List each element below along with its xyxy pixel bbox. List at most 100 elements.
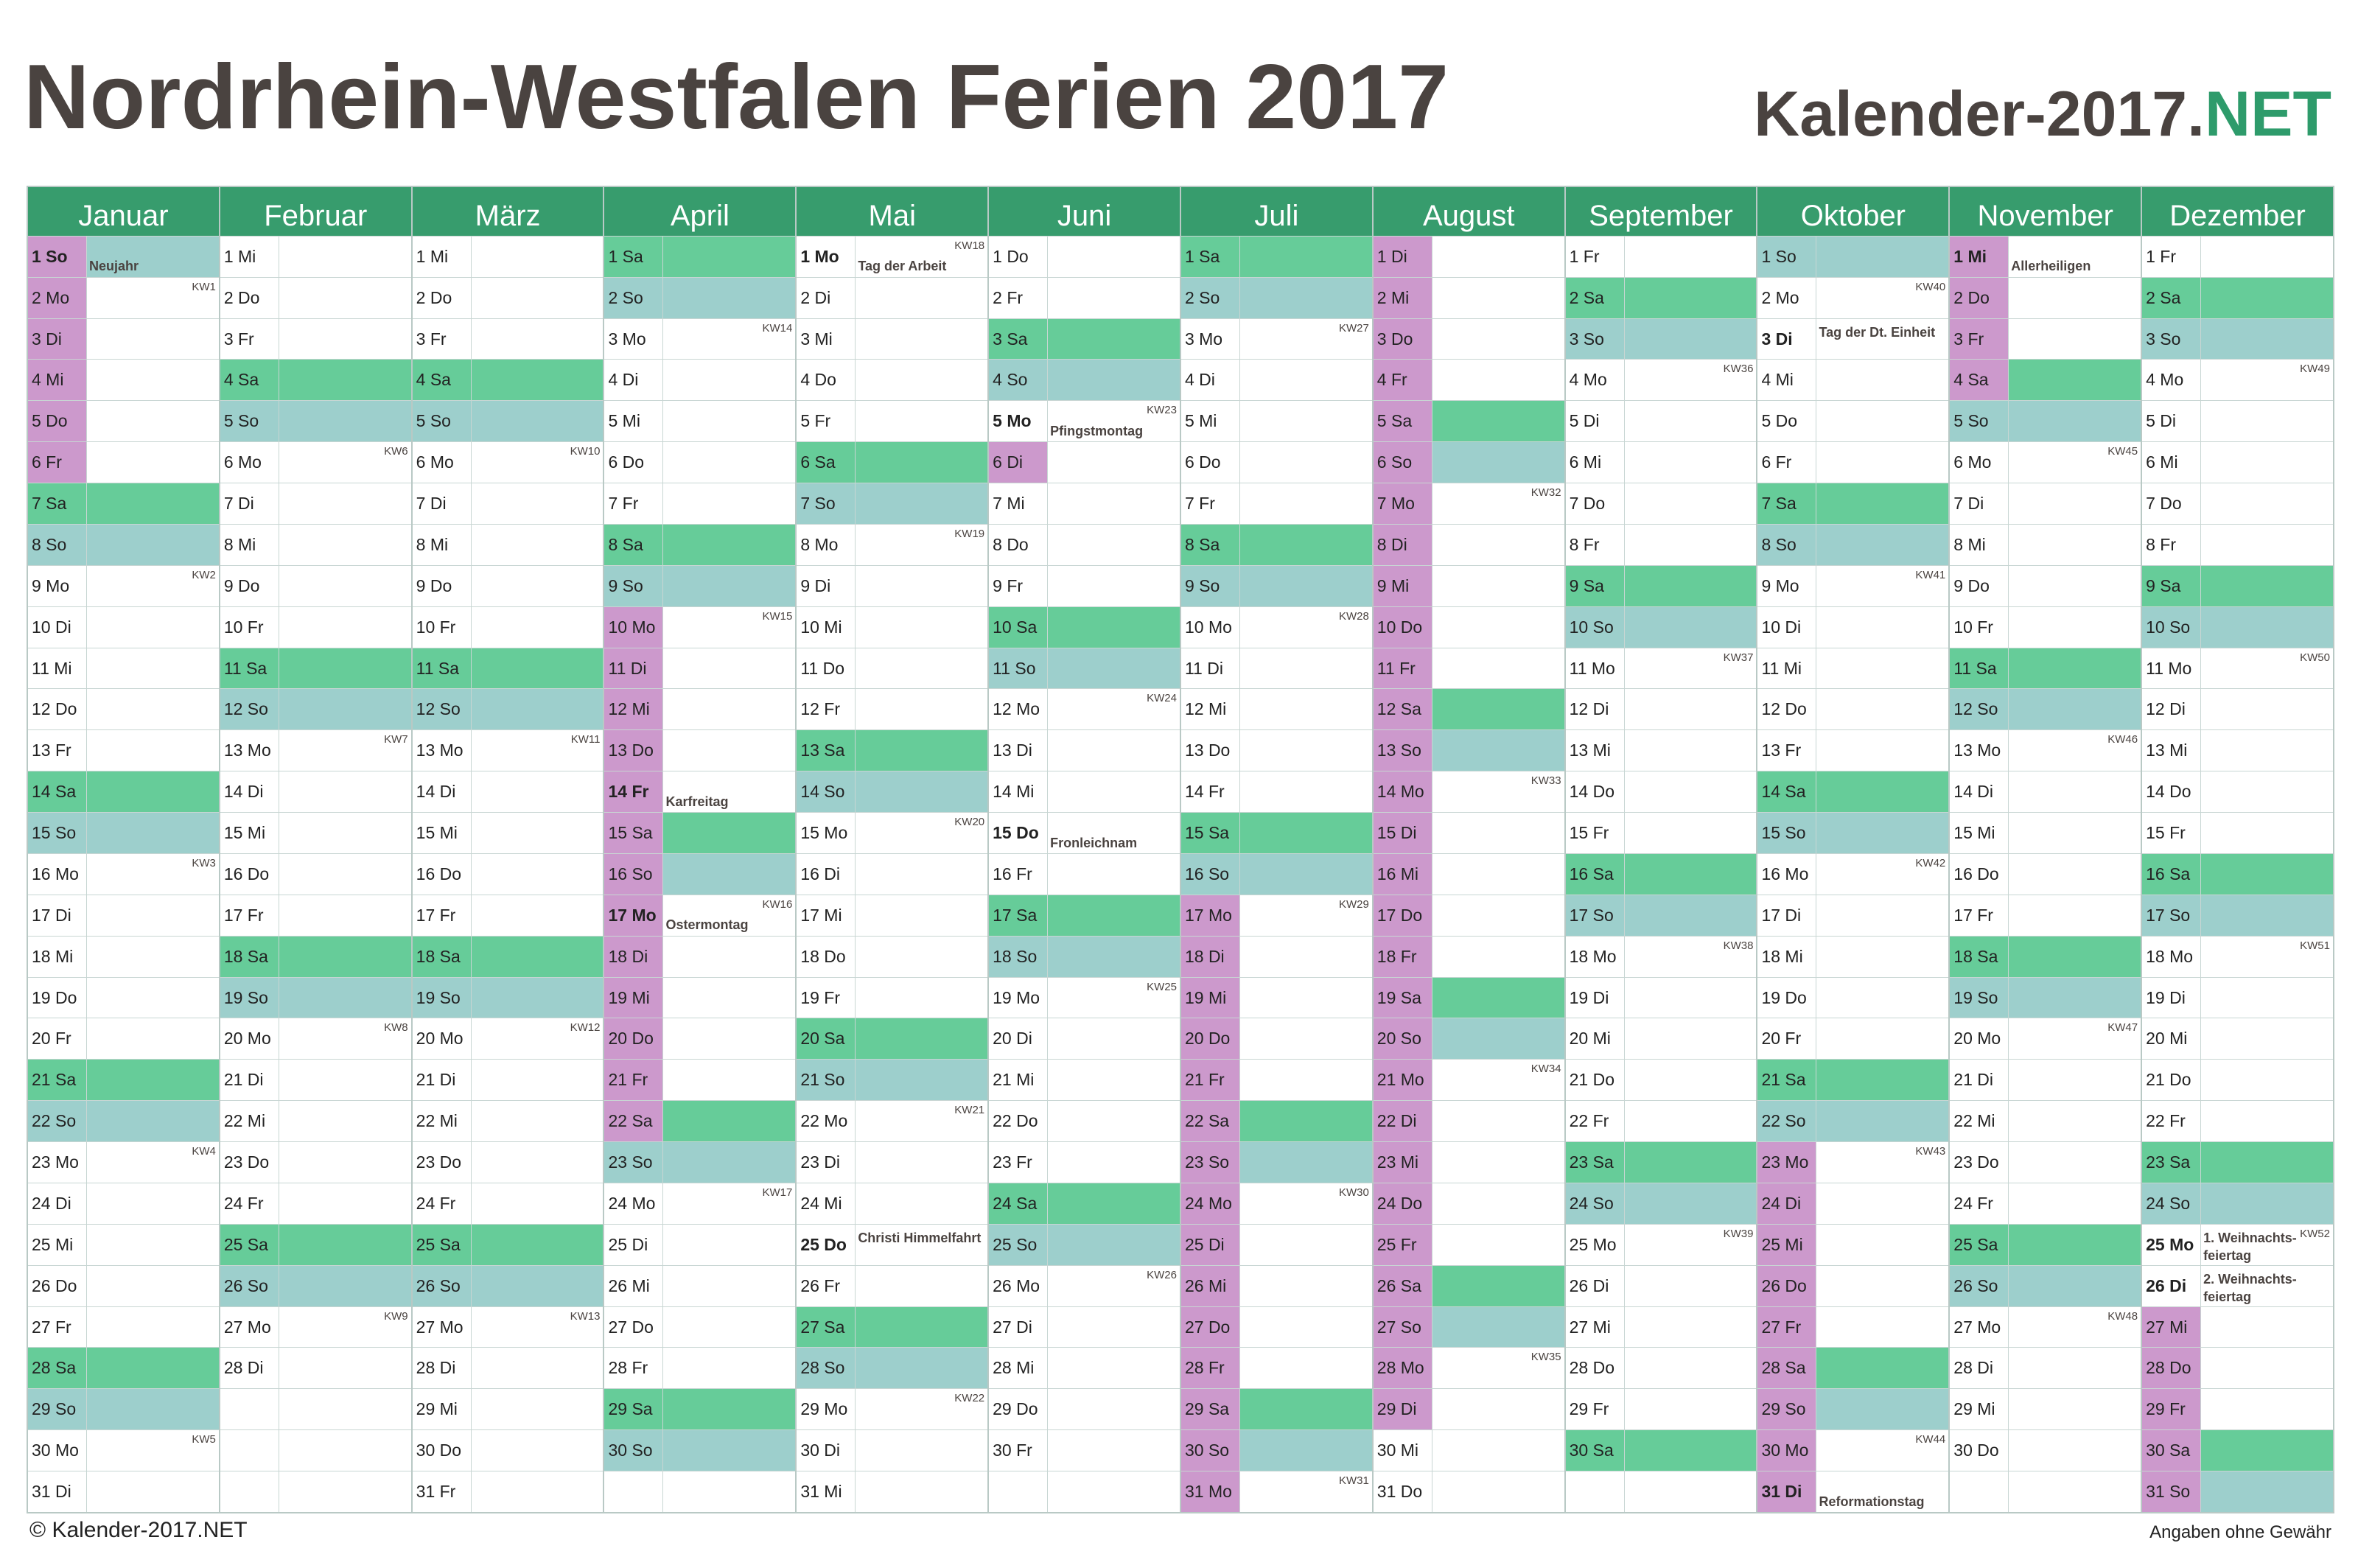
day-row[interactable]: 17 So bbox=[1565, 894, 1757, 936]
day-row[interactable]: 14 Fr Karfreitag bbox=[604, 771, 796, 813]
day-row[interactable]: 6 Di bbox=[989, 441, 1180, 483]
day-row[interactable]: 21 Do bbox=[1565, 1059, 1757, 1101]
day-row[interactable]: 19 So bbox=[220, 976, 411, 1018]
day-row[interactable]: 26 Mi bbox=[1180, 1264, 1372, 1306]
day-row[interactable]: 7 Sa bbox=[28, 483, 219, 524]
day-row[interactable]: 24 Di bbox=[28, 1182, 219, 1224]
day-row[interactable]: 30 Do bbox=[412, 1429, 604, 1471]
day-row[interactable]: 4 Sa bbox=[412, 359, 604, 401]
day-row[interactable]: 5 So bbox=[1950, 400, 2141, 442]
day-row[interactable]: 4 So bbox=[989, 359, 1180, 401]
day-row[interactable]: 24 Mi bbox=[797, 1182, 988, 1224]
day-row[interactable]: 6 Fr bbox=[1757, 441, 1949, 483]
day-row[interactable]: 11 Mo KW37 bbox=[1565, 647, 1757, 689]
day-row[interactable]: 3 Mo KW27 bbox=[1180, 318, 1372, 360]
day-row[interactable]: 30 So bbox=[604, 1429, 796, 1471]
day-row[interactable]: 15 Fr bbox=[2142, 812, 2333, 853]
day-row[interactable]: 23 Do bbox=[412, 1141, 604, 1183]
day-row[interactable]: 19 Mi bbox=[1180, 976, 1372, 1018]
day-row[interactable]: 25 Sa bbox=[412, 1223, 604, 1265]
day-row[interactable]: 20 Mi bbox=[1565, 1018, 1757, 1060]
day-row[interactable]: 17 Mo KW29 bbox=[1180, 894, 1372, 936]
day-row[interactable]: 27 Mo KW48 bbox=[1950, 1306, 2141, 1348]
day-row[interactable]: 29 Di bbox=[1373, 1388, 1564, 1430]
day-row[interactable]: 27 Fr bbox=[1757, 1306, 1949, 1348]
day-row[interactable]: 22 Fr bbox=[2142, 1100, 2333, 1142]
day-row[interactable]: 2 So bbox=[1180, 276, 1372, 318]
day-row[interactable]: 8 Sa bbox=[1180, 523, 1372, 565]
day-row[interactable]: 12 Do bbox=[1757, 688, 1949, 730]
day-row[interactable]: 15 Mi bbox=[1950, 812, 2141, 853]
day-row[interactable]: 6 Mi bbox=[2142, 441, 2333, 483]
day-row[interactable]: 10 Mo KW15 bbox=[604, 606, 796, 648]
day-row[interactable]: 28 Do bbox=[1565, 1347, 1757, 1389]
day-row[interactable]: 24 So bbox=[1565, 1182, 1757, 1224]
day-row[interactable]: 9 So bbox=[1180, 564, 1372, 606]
day-row[interactable]: 22 Mi bbox=[220, 1100, 411, 1142]
day-row[interactable]: 23 Mi bbox=[1373, 1141, 1564, 1183]
day-row[interactable]: 27 Mi bbox=[1565, 1306, 1757, 1348]
day-row[interactable]: 8 Fr bbox=[2142, 523, 2333, 565]
day-row[interactable]: 19 Mo KW25 bbox=[989, 976, 1180, 1018]
day-row[interactable]: 23 Di bbox=[797, 1141, 988, 1183]
day-row[interactable]: 5 Mo KW23 Pfingstmontag bbox=[989, 400, 1180, 442]
day-row[interactable]: 22 Do bbox=[989, 1100, 1180, 1142]
day-row[interactable]: 15 So bbox=[1757, 812, 1949, 853]
day-row[interactable]: 2 Fr bbox=[989, 276, 1180, 318]
day-row[interactable]: 19 So bbox=[1950, 976, 2141, 1018]
day-row[interactable]: 1 So Neujahr bbox=[28, 235, 219, 277]
day-row[interactable]: 17 Sa bbox=[989, 894, 1180, 936]
day-row[interactable]: 21 Di bbox=[412, 1059, 604, 1101]
day-row[interactable]: 6 Mo KW6 bbox=[220, 441, 411, 483]
day-row[interactable]: 9 Do bbox=[1950, 564, 2141, 606]
day-row[interactable]: 8 So bbox=[28, 523, 219, 565]
day-row[interactable]: 28 So bbox=[797, 1347, 988, 1389]
day-row[interactable]: 6 Sa bbox=[797, 441, 988, 483]
day-row[interactable]: 25 Do Christi Himmelfahrt bbox=[797, 1223, 988, 1265]
day-row[interactable]: 9 Do bbox=[412, 564, 604, 606]
day-row[interactable]: 14 Sa bbox=[28, 771, 219, 813]
day-row[interactable]: 11 Mi bbox=[1757, 647, 1949, 689]
day-row[interactable]: 1 Do bbox=[989, 235, 1180, 277]
day-row[interactable]: 2 Mo KW40 bbox=[1757, 276, 1949, 318]
day-row[interactable]: 8 Sa bbox=[604, 523, 796, 565]
day-row[interactable]: 8 Mi bbox=[412, 523, 604, 565]
day-row[interactable]: 13 Sa bbox=[797, 729, 988, 771]
day-row[interactable]: 30 Sa bbox=[2142, 1429, 2333, 1471]
day-row[interactable]: 31 Mo KW31 bbox=[1180, 1471, 1372, 1512]
day-row[interactable]: 13 Fr bbox=[1757, 729, 1949, 771]
day-row[interactable]: 18 Do bbox=[797, 935, 988, 977]
day-row[interactable]: 27 Mi bbox=[2142, 1306, 2333, 1348]
day-row[interactable]: 29 So bbox=[1757, 1388, 1949, 1430]
day-row[interactable]: 21 Fr bbox=[604, 1059, 796, 1101]
day-row[interactable]: 26 Sa bbox=[1373, 1264, 1564, 1306]
day-row[interactable]: 12 Di bbox=[1565, 688, 1757, 730]
day-row[interactable]: 13 Mi bbox=[2142, 729, 2333, 771]
day-row[interactable]: 19 Mi bbox=[604, 976, 796, 1018]
day-row[interactable]: 4 Do bbox=[797, 359, 988, 401]
day-row[interactable]: 15 Sa bbox=[1180, 812, 1372, 853]
day-row[interactable]: 20 Fr bbox=[1757, 1018, 1949, 1060]
day-row[interactable]: 8 Mo KW19 bbox=[797, 523, 988, 565]
day-row[interactable]: 23 Sa bbox=[1565, 1141, 1757, 1183]
day-row[interactable]: 10 Sa bbox=[989, 606, 1180, 648]
day-row[interactable]: 7 Di bbox=[1950, 483, 2141, 524]
day-row[interactable]: 28 Do bbox=[2142, 1347, 2333, 1389]
day-row[interactable]: 2 Do bbox=[220, 276, 411, 318]
day-row[interactable]: 10 Fr bbox=[1950, 606, 2141, 648]
day-row[interactable]: 23 So bbox=[1180, 1141, 1372, 1183]
day-row[interactable]: 21 Sa bbox=[1757, 1059, 1949, 1101]
day-row[interactable]: 12 Mi bbox=[1180, 688, 1372, 730]
day-row[interactable]: 6 Do bbox=[604, 441, 796, 483]
day-row[interactable]: 5 So bbox=[412, 400, 604, 442]
day-row[interactable]: 19 Fr bbox=[797, 976, 988, 1018]
day-row[interactable]: 6 Mo KW45 bbox=[1950, 441, 2141, 483]
day-row[interactable]: 12 So bbox=[412, 688, 604, 730]
day-row[interactable]: 19 Do bbox=[1757, 976, 1949, 1018]
day-row[interactable]: 20 Mo KW47 bbox=[1950, 1018, 2141, 1060]
day-row[interactable]: 30 Mo KW44 bbox=[1757, 1429, 1949, 1471]
day-row[interactable]: 25 Di bbox=[604, 1223, 796, 1265]
day-row[interactable]: 18 Mo KW51 bbox=[2142, 935, 2333, 977]
day-row[interactable]: 11 Do bbox=[797, 647, 988, 689]
day-row[interactable]: 21 Di bbox=[220, 1059, 411, 1101]
